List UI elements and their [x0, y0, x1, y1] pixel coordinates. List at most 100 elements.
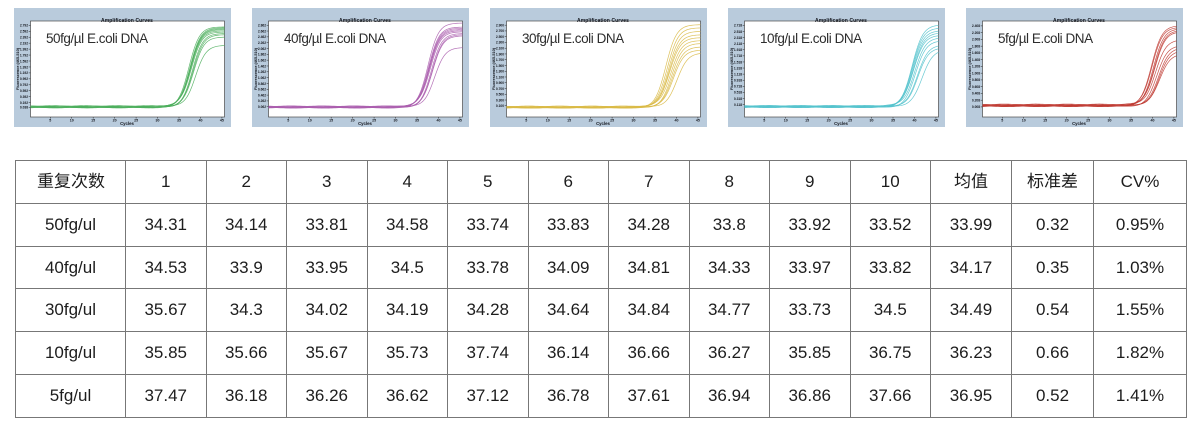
table-cell: 33.99 — [930, 202, 1012, 247]
y-tick-label: 1.992 — [20, 47, 28, 51]
y-tick-label: 0.208 — [972, 98, 980, 102]
chart-x-axis-label: Cycles — [596, 121, 610, 127]
x-tick-label: 25 — [134, 118, 138, 122]
table-cell: 33.74 — [447, 202, 529, 247]
y-tick-label: 1.100 — [496, 75, 504, 79]
x-tick-label: 40 — [436, 118, 440, 122]
y-tick-label: 2.662 — [258, 29, 266, 33]
y-tick-label: 2.700 — [496, 29, 504, 33]
table-cell: 37.12 — [447, 374, 529, 418]
table-cell: 34.28 — [447, 288, 529, 333]
y-tick-label: 1.500 — [496, 64, 504, 68]
x-tick-label: 5 — [287, 118, 289, 122]
x-tick-label: 40 — [1150, 118, 1154, 122]
y-tick-label: 0.500 — [496, 93, 504, 97]
table-header-2: 2 — [205, 160, 287, 204]
y-tick-label: 1.718 — [734, 54, 742, 58]
table-cell: 34.84 — [608, 288, 690, 333]
y-tick-label: 2.062 — [258, 47, 266, 51]
y-tick-label: 1.700 — [496, 58, 504, 62]
amplification-curve — [744, 51, 939, 107]
y-tick-label: 0.008 — [972, 105, 980, 109]
y-tick-label: 2.192 — [20, 41, 28, 45]
x-tick-label: 25 — [372, 118, 376, 122]
y-tick-label: 1.592 — [20, 59, 28, 63]
x-tick-label: 10 — [70, 118, 74, 122]
x-tick-label: 5 — [1001, 118, 1003, 122]
table-cell: 36.75 — [849, 331, 931, 376]
table-cell: 1.03% — [1093, 245, 1187, 290]
table-header-row: 重复次数12345678910均值标准差CV% — [15, 160, 1187, 204]
y-tick-label: 1.408 — [972, 58, 980, 62]
y-tick-label: 2.392 — [20, 36, 28, 40]
x-tick-label: 40 — [674, 118, 678, 122]
x-tick-label: 5 — [49, 118, 51, 122]
x-tick-label: 20 — [1065, 118, 1069, 122]
y-tick-label: 0.262 — [258, 99, 266, 103]
cjk-glyph — [71, 172, 87, 189]
table-cell: 0.66 — [1011, 331, 1094, 376]
chart-y-axis-label: Fluorescence (465-510) — [492, 48, 496, 90]
table-cell: 33.81 — [286, 202, 368, 247]
amplification-curve — [506, 40, 701, 107]
cjk-glyph — [1027, 172, 1044, 189]
x-tick-label: 10 — [1022, 118, 1026, 122]
y-tick-label: 1.662 — [258, 58, 266, 62]
y-tick-label: 1.300 — [496, 70, 504, 74]
x-tick-label: 20 — [589, 118, 593, 122]
table-cell: 37.61 — [608, 374, 690, 418]
table-cell: 33.82 — [849, 245, 931, 290]
x-tick-label: 30 — [156, 118, 160, 122]
x-tick-label: 25 — [848, 118, 852, 122]
table-cell: 34.14 — [205, 202, 287, 247]
y-tick-label: 0.100 — [496, 104, 504, 108]
y-tick-label: 0.808 — [972, 78, 980, 82]
plot-background — [30, 20, 225, 118]
table-cell: 36.26 — [286, 374, 368, 418]
chart-title: Amplification Curves — [338, 17, 391, 24]
table-cell: 34.19 — [366, 288, 448, 333]
cjk-glyph — [88, 172, 105, 189]
amplification-chart-panel-1: 2.792 2.592 2.392 2.192 1.992 1.792 1.592 1.392… — [14, 8, 231, 127]
y-tick-label: 0.408 — [972, 92, 980, 96]
table-header-4: 4 — [366, 160, 448, 204]
amplification-chart-panel-3: 2.900 2.700 2.500 2.300 2.100 1.900 1.700 1.500… — [490, 8, 707, 127]
table-cell: 35.85 — [125, 331, 207, 376]
table-cell: 36.94 — [688, 374, 770, 418]
y-tick-label: 2.100 — [496, 47, 504, 51]
y-tick-label: 1.808 — [972, 44, 980, 48]
table-header-11: 均值 — [930, 160, 1012, 204]
table-cell: 35.67 — [286, 331, 368, 376]
y-tick-label: 1.462 — [258, 64, 266, 68]
cjk-glyph — [1044, 173, 1061, 189]
table-header-1: 1 — [125, 160, 207, 204]
chart-concentration-label: 50fg/µl E.coli DNA — [46, 30, 148, 46]
table-cell: 34.28 — [608, 202, 690, 247]
y-tick-label: 1.262 — [258, 70, 266, 74]
table-cell: 33.73 — [769, 288, 851, 333]
x-tick-label: 15 — [805, 118, 809, 122]
chart-y-axis-label: Fluorescence (465-510) — [254, 48, 258, 90]
x-tick-label: 10 — [308, 118, 312, 122]
table-header-7: 7 — [608, 160, 690, 204]
y-tick-label: 0.662 — [258, 88, 266, 92]
amplification-curve — [268, 33, 463, 109]
table-cell: 34.3 — [205, 288, 287, 333]
x-tick-label: 40 — [912, 118, 916, 122]
x-tick-label: 45 — [458, 118, 462, 122]
table-cell: 34.77 — [688, 288, 770, 333]
x-tick-label: 15 — [329, 118, 333, 122]
cjk-glyph — [37, 173, 53, 189]
table-cell: 0.95% — [1093, 202, 1187, 247]
y-tick-label: 2.318 — [734, 36, 742, 40]
table-cell: 35.66 — [205, 331, 287, 376]
chart-y-axis-label: Fluorescence (465-510) — [730, 48, 734, 90]
x-tick-label: 35 — [653, 118, 657, 122]
table-cell: 1.41% — [1093, 374, 1187, 418]
y-tick-label: 1.518 — [734, 60, 742, 64]
y-tick-label: 0.318 — [734, 97, 742, 101]
ct-replicates-table: 重复次数12345678910均值标准差CV% 50fg/ul34.3134.1… — [15, 160, 1187, 418]
